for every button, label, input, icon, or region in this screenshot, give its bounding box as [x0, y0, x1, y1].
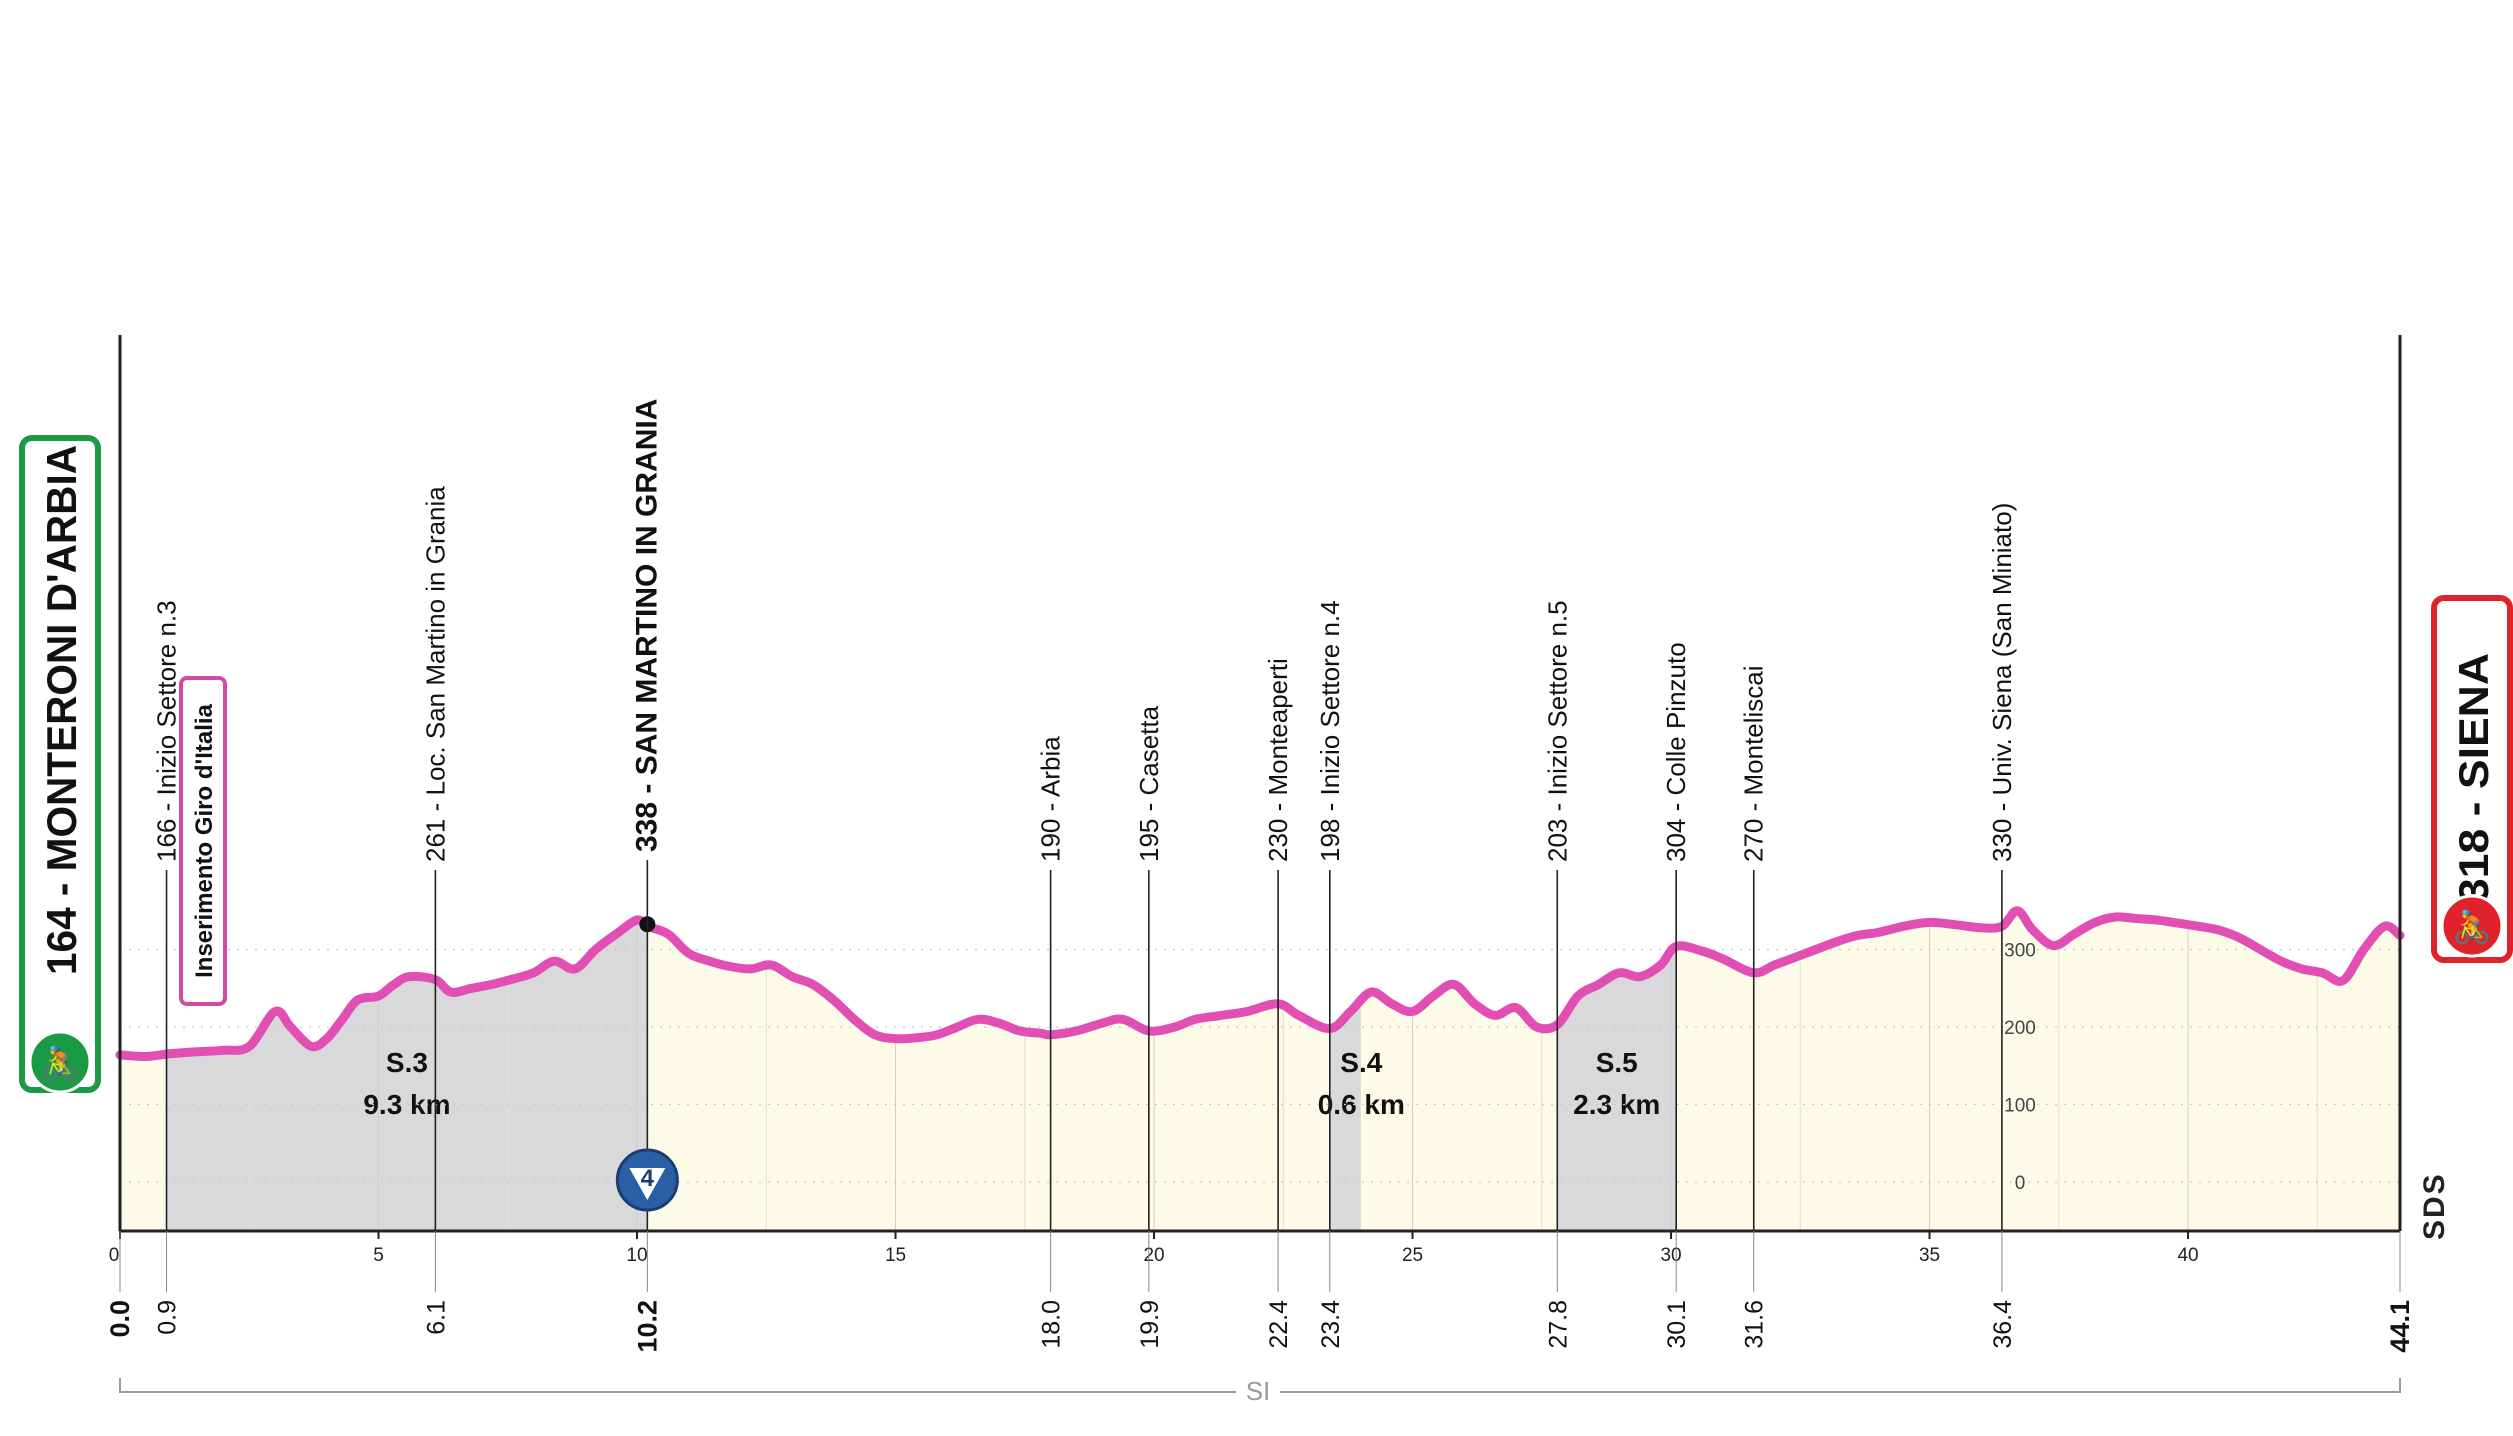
sector-name: S.3 — [386, 1047, 428, 1078]
profile-line — [115, 906, 2405, 1062]
altitude-tick-label: 0 — [2015, 1173, 2026, 1194]
waypoint-label: 198 - Inizio Settore n.4 — [1315, 600, 1345, 862]
sector-note-text: Inserimento Giro d'Italia — [191, 703, 218, 977]
waypoint-label: 230 - Monteaperti — [1263, 658, 1293, 862]
start-label: 164 - MONTERONI D'ARBIA — [38, 445, 85, 975]
finish-box: 318 - SIENA 🚴 — [2431, 595, 2513, 963]
waypoint-label: 338 - SAN MARTINO IN GRANIA — [630, 399, 663, 852]
km-tick-label: 15 — [885, 1245, 906, 1266]
km-marked-label: 44.1 — [2385, 1300, 2415, 1353]
start-box: 164 - MONTERONI D'ARBIA 🚴 — [19, 435, 101, 1094]
sector-name: S.5 — [1596, 1047, 1638, 1078]
gpm-badge-triangle — [629, 1168, 666, 1200]
gpm-badge: 4 — [615, 1148, 679, 1212]
surface-label: SI — [1246, 1376, 1271, 1406]
km-tick-label: 30 — [1660, 1245, 1681, 1266]
km-marked-label: 6.1 — [422, 1300, 450, 1335]
km-tick-label: 20 — [1143, 1245, 1164, 1266]
sector-name: S.4 — [1340, 1047, 1382, 1078]
finish-box-border — [2431, 595, 2513, 963]
waypoint-label: 270 - Monteliscai — [1739, 665, 1769, 862]
sector-area — [166, 923, 648, 1231]
km-tick-label: 35 — [1919, 1245, 1940, 1266]
finish-label: 318 - SIENA — [2450, 653, 2497, 903]
sector-length: 9.3 km — [363, 1089, 450, 1120]
waypoint-label: 261 - Loc. San Martino in Grania — [420, 486, 450, 862]
finish-cyclist-icon — [2440, 894, 2504, 958]
km-marked-label: 0.9 — [154, 1300, 182, 1335]
km-marked-label: 18.0 — [1038, 1300, 1066, 1349]
start-cyclist-icon — [28, 1030, 92, 1094]
km-marked-label: 0.0 — [105, 1300, 135, 1338]
km-marked-label: 31.6 — [1741, 1300, 1769, 1349]
brand-logo: SDS — [2418, 1172, 2451, 1240]
waypoint-label: 203 - Inizio Settore n.5 — [1542, 600, 1572, 862]
km-tick-label: 40 — [2177, 1245, 2198, 1266]
waypoint-label: 195 - Casetta — [1134, 705, 1164, 862]
sector-area — [1557, 946, 1677, 1231]
altitude-tick-label: 100 — [2004, 1096, 2036, 1117]
km-marked-label: 23.4 — [1317, 1300, 1345, 1349]
km-marked-label: 27.8 — [1544, 1300, 1572, 1349]
km-tick-label: 0 — [109, 1245, 120, 1266]
gpm-badge-category: 4 — [641, 1165, 655, 1192]
km-tick-label: 5 — [373, 1245, 384, 1266]
km-marked-label: 19.9 — [1136, 1300, 1164, 1349]
sector-area — [1329, 1001, 1361, 1231]
waypoint-label: 166 - Inizio Settore n.3 — [152, 600, 182, 862]
km-tick-label: 10 — [626, 1245, 647, 1266]
km-marked-label: 36.4 — [1989, 1300, 2017, 1349]
altitude-tick-label: 200 — [2004, 1018, 2036, 1039]
sector-length: 0.6 km — [1318, 1089, 1405, 1120]
waypoint-label: 304 - Colle Pinzuto — [1661, 642, 1691, 862]
waypoint-label: 330 - Univ. Siena (San Miniato) — [1987, 503, 2017, 862]
km-marked-label: 30.1 — [1663, 1300, 1691, 1349]
km-marked-label: 10.2 — [632, 1300, 662, 1353]
start-cyclist-glyph: 🚴 — [40, 1044, 80, 1082]
km-tick-label: 25 — [1402, 1245, 1423, 1266]
sector-note-box — [179, 676, 227, 1006]
km-marked-label: 22.4 — [1265, 1300, 1293, 1349]
surface-label-bg — [1236, 1376, 1280, 1406]
sector-length: 2.3 km — [1573, 1089, 1660, 1120]
profile-area-fill — [120, 910, 2400, 1231]
finish-cyclist-glyph: 🚴 — [2452, 908, 2492, 946]
altitude-tick-label: 300 — [2004, 941, 2036, 962]
waypoint-label: 190 - Arbia — [1036, 736, 1066, 862]
